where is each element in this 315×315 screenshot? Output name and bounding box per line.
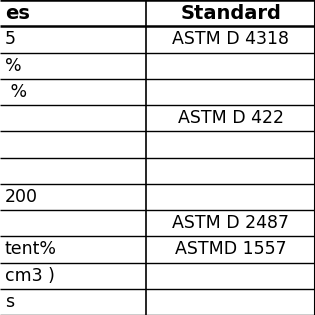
Text: tent%: tent% [5, 240, 57, 258]
Text: 200: 200 [5, 188, 38, 206]
Text: ASTM D 2487: ASTM D 2487 [172, 214, 289, 232]
Text: ASTMD 1557: ASTMD 1557 [175, 240, 287, 258]
Text: ASTM D 4318: ASTM D 4318 [172, 30, 289, 49]
Text: %: % [5, 83, 27, 101]
Text: ASTM D 422: ASTM D 422 [178, 109, 284, 127]
Text: 5: 5 [5, 30, 16, 49]
Text: %: % [5, 57, 21, 75]
Text: cm3 ): cm3 ) [5, 266, 54, 285]
Text: Standard: Standard [180, 4, 281, 23]
Text: s: s [5, 293, 14, 311]
Text: es: es [5, 4, 30, 23]
